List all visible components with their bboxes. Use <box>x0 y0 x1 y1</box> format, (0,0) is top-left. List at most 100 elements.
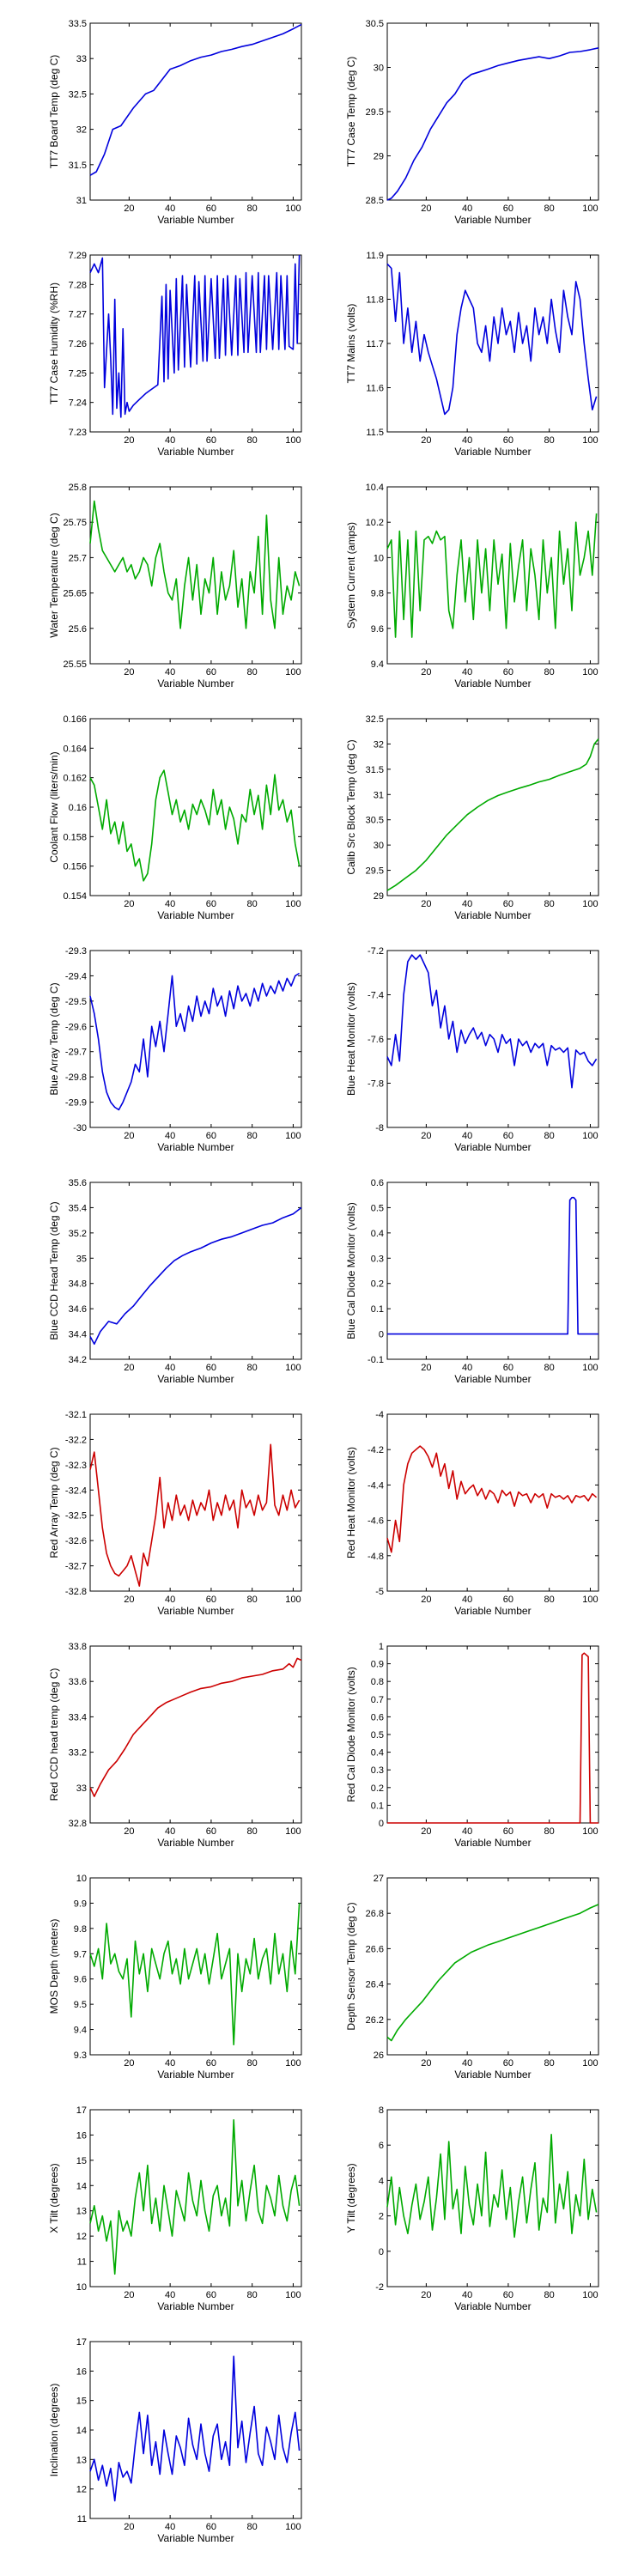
x-tick-label: 60 <box>503 667 513 677</box>
y-tick-label: 13 <box>76 2455 87 2465</box>
x-tick-label: 40 <box>462 1131 472 1141</box>
x-tick-label: 100 <box>582 667 598 677</box>
x-tick-label: 40 <box>462 667 472 677</box>
y-tick-label: -32.1 <box>65 1410 87 1420</box>
y-axis-label: Blue Heat Monitor (volts) <box>345 982 357 1096</box>
chart-panel: 20 40 60 80 100 0.154 0.156 0.158 0.16 0.162 0.164… <box>48 714 302 921</box>
x-tick-label: 40 <box>165 1131 175 1141</box>
y-tick-label: -29.5 <box>65 997 87 1007</box>
x-tick-label: 80 <box>544 667 555 677</box>
x-tick-label: 20 <box>124 1826 134 1837</box>
y-tick-label: 33.5 <box>69 19 87 29</box>
x-tick-label: 80 <box>544 1363 555 1373</box>
x-tick-label: 40 <box>462 1826 472 1837</box>
y-axis-label: Red Heat Monitor (volts) <box>345 1447 357 1558</box>
y-tick-label: -29.9 <box>65 1098 87 1109</box>
y-tick-label: 11 <box>77 2257 87 2268</box>
y-tick-label: -32.4 <box>65 1485 87 1496</box>
x-tick-label: 20 <box>421 1826 431 1837</box>
x-tick-label: 80 <box>544 2058 555 2069</box>
x-tick-label: 100 <box>582 1363 598 1373</box>
y-tick-label: 0 <box>379 2247 384 2257</box>
plot-frame <box>386 254 599 433</box>
y-tick-label: 10.4 <box>366 483 384 493</box>
series-line <box>89 2119 301 2275</box>
y-axis-label: Red CCD head temp (deg C) <box>48 1668 60 1801</box>
y-tick-label: -7.2 <box>368 946 384 957</box>
y-tick-label: 0.3 <box>371 1254 384 1264</box>
y-tick-label: 15 <box>76 2397 87 2407</box>
x-axis-label: Variable Number <box>454 446 531 458</box>
series-line <box>89 254 301 418</box>
plot-frame <box>89 1182 302 1360</box>
x-tick-label: 60 <box>206 899 216 909</box>
y-tick-label: 27 <box>374 1874 384 1884</box>
chart-panel: 20 40 60 80 100 -8 -7.8 -7.6 -7.4 -7.2 Variable Nu… <box>345 946 599 1153</box>
y-tick-label: 0.4 <box>371 1229 384 1239</box>
chart-panel: 20 40 60 80 100 34.2 34.4 34.6 34.8 35 35.2 35.4 35.… <box>48 1178 302 1385</box>
series-line <box>89 23 302 176</box>
y-tick-label: 25.65 <box>63 589 87 599</box>
y-tick-label: 0.6 <box>371 1712 384 1722</box>
x-axis-label: Variable Number <box>454 677 531 690</box>
y-tick-label: 30 <box>374 841 384 851</box>
x-tick-label: 40 <box>462 2290 472 2300</box>
y-tick-label: 11.7 <box>366 339 384 349</box>
y-tick-label: 8 <box>379 2105 384 2116</box>
y-tick-label: 0.156 <box>63 862 87 872</box>
plot-frame <box>386 1413 599 1592</box>
chart-panel: 20 40 60 80 100 -5 -4.8 -4.6 -4.4 -4.2 -4 Variable … <box>345 1410 599 1617</box>
y-tick-label: 0.166 <box>63 714 87 725</box>
y-tick-label: -29.8 <box>65 1072 87 1083</box>
x-tick-label: 80 <box>247 1131 258 1141</box>
y-tick-label: 30.5 <box>366 816 384 826</box>
x-tick-label: 40 <box>462 435 472 446</box>
plot-frame <box>89 22 302 201</box>
y-tick-label: 15 <box>76 2156 87 2166</box>
x-tick-label: 60 <box>206 1131 216 1141</box>
y-tick-label: 34.8 <box>69 1279 87 1290</box>
x-axis-label: Variable Number <box>157 2069 234 2081</box>
x-tick-label: 100 <box>285 2058 301 2069</box>
y-tick-label: 35.4 <box>69 1203 87 1213</box>
x-tick-label: 100 <box>582 2290 598 2300</box>
x-axis-label: Variable Number <box>157 677 234 690</box>
series-line <box>386 1904 599 2042</box>
x-tick-label: 100 <box>582 1131 598 1141</box>
y-axis-label: Y Tilt (degrees) <box>345 2163 357 2233</box>
x-tick-label: 20 <box>421 667 431 677</box>
y-tick-label: 33.8 <box>69 1642 87 1652</box>
y-tick-label: -32.5 <box>65 1511 87 1522</box>
x-axis-label: Variable Number <box>157 1141 234 1153</box>
y-tick-label: 9.6 <box>371 624 384 635</box>
chart-panel: 20 40 60 80 100 31 31.5 32 32.5 33 33.5 Variable Nu… <box>48 19 302 226</box>
y-tick-label: 31.5 <box>69 161 87 171</box>
x-tick-label: 100 <box>285 435 301 446</box>
y-tick-label: 0.154 <box>63 891 87 902</box>
y-tick-label: -32.3 <box>65 1461 87 1471</box>
chart-panel: 20 40 60 80 100 -2 0 2 4 6 8 Variable Number Y Tilt … <box>345 2105 599 2312</box>
y-tick-label: 0.162 <box>63 774 87 784</box>
y-tick-label: 17 <box>76 2105 87 2116</box>
y-axis-label: Depth Sensor Temp (deg C) <box>345 1902 357 2030</box>
plot-frame <box>89 1645 302 1824</box>
x-tick-label: 40 <box>165 1595 175 1605</box>
y-tick-label: 32.5 <box>69 89 87 100</box>
y-tick-label: -32.7 <box>65 1562 87 1572</box>
x-tick-label: 40 <box>165 204 175 214</box>
chart-panel: 20 40 60 80 100 26 26.2 26.4 26.6 26.8 27 Variable … <box>345 1874 599 2081</box>
y-axis-label: Blue CCD Head Temp (deg C) <box>48 1201 60 1340</box>
x-tick-label: 60 <box>503 1595 513 1605</box>
x-tick-label: 40 <box>462 899 472 909</box>
y-tick-label: 0.9 <box>371 1660 384 1670</box>
x-tick-label: 60 <box>206 667 216 677</box>
series-line <box>386 1445 598 1553</box>
plot-frame <box>386 950 599 1128</box>
y-tick-label: -32.6 <box>65 1536 87 1546</box>
y-tick-label: 13 <box>76 2207 87 2217</box>
y-tick-label: 14 <box>76 2426 87 2436</box>
chart-panel: 20 40 60 80 100 11 12 13 14 15 16 17 Variable Number… <box>48 2337 302 2544</box>
x-axis-label: Variable Number <box>454 909 531 921</box>
y-tick-label: 9.8 <box>371 589 384 599</box>
chart-panel: 20 40 60 80 100 29 29.5 30 30.5 31 31.5 32 32.5 Varia… <box>345 714 599 921</box>
